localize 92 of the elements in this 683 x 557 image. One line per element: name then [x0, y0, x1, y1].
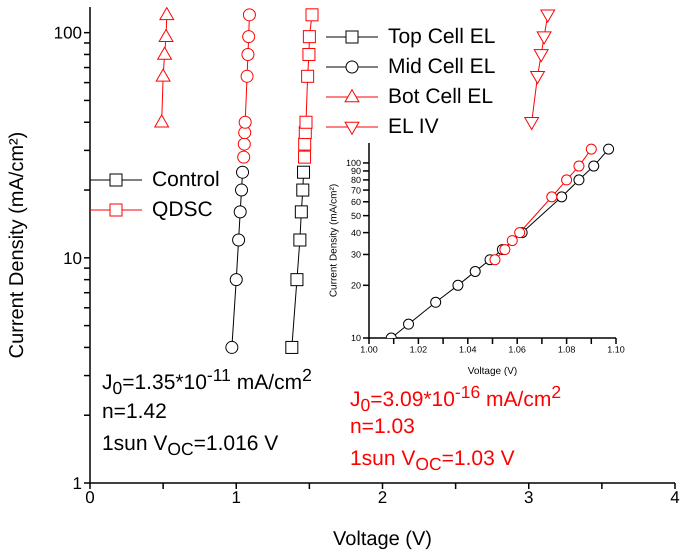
point	[586, 144, 597, 155]
point	[524, 116, 540, 130]
point	[238, 138, 251, 151]
point	[154, 114, 170, 128]
legend-label: QDSC	[152, 198, 213, 222]
point	[234, 205, 247, 218]
point	[536, 31, 552, 44]
annotation: n=1.42	[102, 400, 167, 424]
x-tick-label: 1	[232, 488, 241, 508]
point	[530, 71, 545, 84]
x-tick-label: 4	[670, 488, 680, 508]
point	[489, 254, 500, 266]
point	[293, 234, 306, 246]
annotation: J$_{0}$=3.09*10$^{-16}$ mA/cm$^{2}$	[350, 382, 562, 416]
point	[573, 174, 584, 186]
point	[540, 10, 556, 23]
point	[470, 266, 481, 277]
y-tick-label: 1	[72, 474, 82, 494]
y-tick-label: 30	[350, 250, 361, 260]
legend-label: Mid Cell EL	[388, 55, 496, 79]
point	[298, 138, 312, 151]
point	[300, 116, 313, 129]
point	[290, 273, 304, 286]
point	[232, 234, 246, 246]
point	[514, 227, 526, 238]
x-tick-label: 1.10	[607, 344, 625, 354]
y-tick-label: 60	[350, 196, 361, 207]
y-axis-title: Current Density (mA/cm²)	[328, 184, 340, 298]
point	[403, 318, 414, 330]
point	[158, 28, 174, 42]
annotation: n=1.03	[350, 415, 415, 439]
point	[297, 166, 310, 179]
point	[285, 340, 298, 354]
point	[156, 68, 171, 82]
annotation: J$_{0}$=1.35*10$^{-11}$ mA/cm$^{2}$	[102, 365, 312, 400]
x-tick-label: 1.02	[410, 344, 428, 354]
point	[159, 7, 174, 20]
point	[573, 160, 584, 172]
x-tick-label: 1.06	[508, 344, 526, 354]
y-tick-label: 100	[54, 24, 82, 43]
point	[157, 46, 172, 60]
legend-label: EL IV	[388, 115, 439, 139]
point	[301, 70, 314, 83]
point	[237, 150, 250, 164]
point	[430, 296, 442, 308]
x-tick-label: 1.00	[360, 344, 378, 354]
point	[298, 150, 312, 164]
point	[242, 8, 256, 22]
point	[240, 70, 254, 83]
y-tick-label: 40	[350, 228, 361, 238]
point	[242, 30, 256, 44]
legend-label: Bot Cell EL	[388, 85, 494, 109]
point	[296, 184, 310, 197]
point	[238, 116, 252, 129]
point	[302, 30, 316, 44]
y-tick-label: 70	[350, 185, 361, 196]
y-tick-label: 50	[350, 210, 361, 221]
point	[534, 49, 549, 62]
legend-label: Top Cell EL	[388, 25, 496, 49]
point	[506, 235, 518, 246]
y-axis-title: Current Density (mA/cm²)	[6, 132, 28, 358]
point	[230, 273, 243, 286]
annotation: 1sun V$_{OC}$=1.03 V	[350, 447, 515, 476]
point	[546, 191, 558, 202]
x-tick-label: 1.08	[558, 344, 576, 354]
point	[603, 144, 614, 155]
point	[499, 244, 510, 256]
point	[306, 8, 319, 22]
y-tick-label: 100	[346, 158, 361, 168]
point	[241, 48, 254, 61]
point	[302, 48, 316, 61]
point	[235, 184, 248, 197]
point	[561, 174, 572, 186]
legend-label: Control	[152, 168, 220, 192]
y-tick-label: 20	[350, 280, 361, 290]
y-tick-label: 10	[350, 333, 361, 344]
x-tick-label: 0	[85, 488, 95, 508]
point	[588, 160, 600, 172]
point	[556, 191, 568, 202]
x-axis-title: Voltage (V)	[333, 528, 432, 550]
point	[294, 205, 308, 218]
y-tick-label: 80	[350, 175, 361, 186]
x-axis-title: Voltage (V)	[468, 366, 518, 377]
annotation: 1sun V$_{OC}$=1.016 V	[102, 432, 278, 460]
y-tick-label: 10	[63, 248, 82, 268]
x-tick-label: 3	[524, 488, 534, 508]
point	[236, 166, 250, 179]
point	[225, 340, 238, 354]
x-tick-label: 2	[378, 488, 388, 508]
x-tick-label: 1.04	[459, 344, 477, 354]
point	[452, 280, 464, 291]
y-tick-label: 90	[350, 166, 361, 176]
